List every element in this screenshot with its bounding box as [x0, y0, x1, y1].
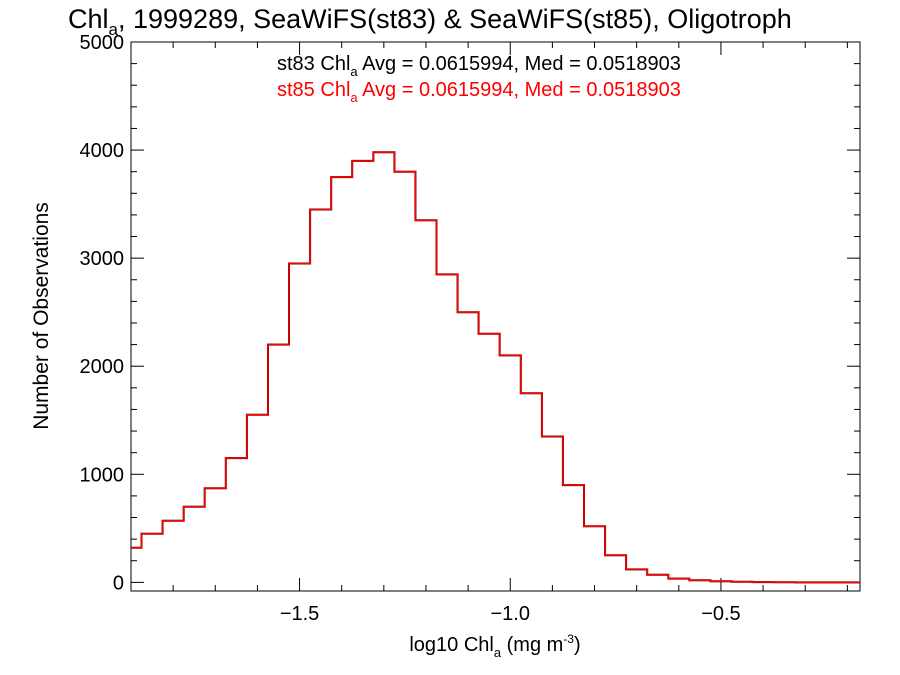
- chart-title: Chla, 1999289, SeaWiFS(st83) & SeaWiFS(s…: [68, 4, 792, 39]
- x-axis-label: log10 Chla (mg m-3): [409, 632, 580, 660]
- chart-title-rest: , 1999289, SeaWiFS(st83) & SeaWiFS(st85)…: [118, 4, 792, 34]
- x-tick-label: −0.5: [701, 603, 740, 625]
- annotation-st83-station: st83: [277, 53, 315, 75]
- annotation-st83-chl: Chl: [320, 53, 350, 75]
- axis-tick-labels: 0 1000 2000 3000 4000 5000 −1.5 −1.0 −0.5: [80, 32, 741, 625]
- series-line-st83: [131, 151, 860, 584]
- annotation-st83: st83 Chla Avg = 0.0615994, Med = 0.05189…: [277, 53, 681, 79]
- x-axis-label-main: log10 Chl: [409, 634, 494, 656]
- plot-frame: [130, 41, 861, 592]
- annotation-st85: st85 Chla Avg = 0.0615994, Med = 0.05189…: [277, 79, 681, 105]
- series-layer: [131, 151, 860, 584]
- y-tick-label: 1000: [80, 464, 125, 486]
- x-axis-label-units: (mg m: [501, 634, 563, 656]
- axis-ticks: [130, 41, 860, 591]
- y-tick-label: 5000: [80, 32, 125, 54]
- x-tick-label: −1.5: [280, 603, 319, 625]
- chart-title-subscript: a: [109, 20, 119, 39]
- y-tick-label: 3000: [80, 248, 125, 270]
- y-tick-label: 0: [113, 572, 124, 594]
- series-line-st85: [131, 151, 860, 584]
- annotation-st83-stats: Avg = 0.0615994, Med = 0.0518903: [358, 53, 681, 75]
- y-tick-label: 2000: [80, 356, 125, 378]
- annotation-st85-stats: Avg = 0.0615994, Med = 0.0518903: [358, 79, 681, 101]
- x-axis-label-superscript: -3: [563, 632, 574, 646]
- x-tick-label: −1.0: [491, 603, 530, 625]
- annotation-st85-subscript: a: [350, 90, 358, 105]
- y-axis-label: Number of Observations: [30, 202, 53, 430]
- y-tick-label: 4000: [80, 140, 125, 162]
- chart-title-chl: Chl: [68, 4, 109, 34]
- annotation-st85-chl: Chl: [320, 79, 350, 101]
- x-axis-label-close: ): [574, 634, 581, 656]
- annotation-st85-station: st85: [277, 79, 315, 101]
- x-axis-label-subscript: a: [494, 645, 502, 660]
- annotation-st83-subscript: a: [350, 64, 358, 79]
